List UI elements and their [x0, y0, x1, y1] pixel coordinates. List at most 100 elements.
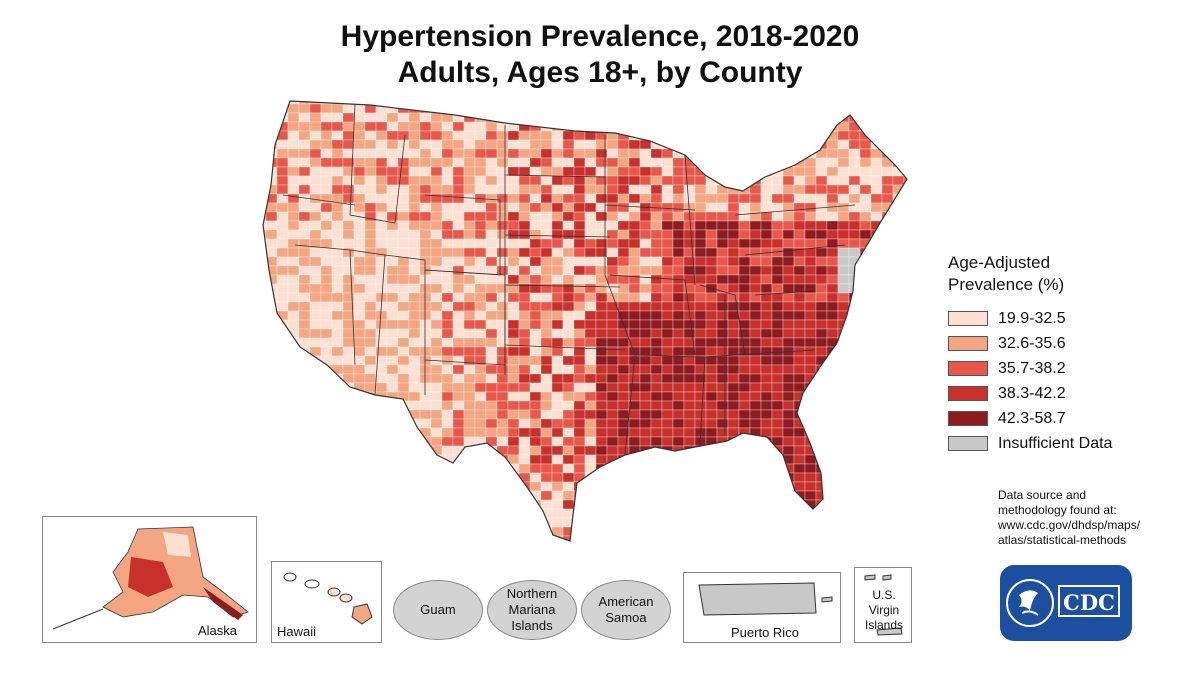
county-cell [518, 310, 531, 321]
county-cell [650, 400, 663, 411]
county-cell [639, 184, 652, 195]
county-cell [606, 490, 619, 501]
county-cell [430, 337, 443, 348]
county-cell [617, 157, 630, 168]
county-cell [804, 481, 817, 492]
county-cell [342, 364, 355, 375]
county-cell [463, 346, 476, 357]
county-cell [263, 121, 267, 132]
county-cell [562, 112, 575, 123]
county-cell [716, 157, 729, 168]
county-cell [562, 220, 575, 231]
county-cell [694, 310, 707, 321]
county-cell [265, 382, 278, 393]
county-cell [353, 508, 366, 519]
county-cell [650, 193, 663, 204]
county-cell [661, 148, 674, 159]
county-cell [562, 328, 575, 339]
county-cell [485, 256, 498, 267]
county-cell [353, 490, 366, 501]
county-cell [595, 427, 608, 438]
county-cell [265, 229, 278, 240]
county-cell [529, 517, 542, 528]
county-cell [320, 445, 333, 456]
county-cell [628, 319, 641, 330]
county-cell [584, 292, 597, 303]
county-cell [892, 121, 905, 132]
county-cell [496, 265, 509, 276]
county-cell [705, 373, 718, 384]
county-cell [892, 463, 905, 474]
county-cell [716, 202, 729, 213]
county-cell [595, 517, 608, 528]
county-cell [474, 463, 487, 474]
county-cell [760, 202, 773, 213]
county-cell [672, 427, 685, 438]
county-cell [551, 319, 564, 330]
county-cell [848, 463, 861, 474]
county-cell [837, 445, 850, 456]
county-cell [870, 499, 883, 510]
county-cell [430, 184, 443, 195]
county-cell [263, 472, 267, 483]
county-cell [540, 157, 553, 168]
county-cell [265, 328, 278, 339]
county-cell [320, 337, 333, 348]
county-cell [595, 310, 608, 321]
county-cell [408, 229, 421, 240]
county-cell [650, 229, 663, 240]
county-cell [507, 238, 520, 249]
county-cell [276, 157, 289, 168]
county-cell [837, 454, 850, 465]
county-cell [628, 139, 641, 150]
county-cell [496, 103, 509, 114]
county-cell [474, 400, 487, 411]
county-cell [463, 301, 476, 312]
county-cell [353, 202, 366, 213]
county-cell [639, 292, 652, 303]
county-cell [650, 355, 663, 366]
county-cell [430, 490, 443, 501]
county-cell [573, 508, 586, 519]
county-cell [584, 256, 597, 267]
county-cell [529, 346, 542, 357]
county-cell [441, 427, 454, 438]
county-cell [606, 382, 619, 393]
county-cell [892, 535, 905, 541]
county-cell [672, 292, 685, 303]
county-cell [430, 166, 443, 177]
county-cell [738, 166, 751, 177]
county-cell [452, 157, 465, 168]
county-cell [584, 265, 597, 276]
county-cell [375, 274, 388, 285]
county-cell [463, 121, 476, 132]
county-cell [474, 229, 487, 240]
county-cell [716, 112, 729, 123]
county-cell [386, 283, 399, 294]
county-cell [529, 364, 542, 375]
county-cell [518, 265, 531, 276]
county-cell [452, 238, 465, 249]
county-cell [859, 103, 872, 114]
county-cell [263, 139, 267, 150]
county-cell [573, 101, 586, 105]
county-cell [540, 130, 553, 141]
county-cell [287, 364, 300, 375]
county-cell [716, 301, 729, 312]
county-cell [584, 301, 597, 312]
county-cell [551, 292, 564, 303]
county-cell [452, 409, 465, 420]
county-cell [793, 148, 806, 159]
county-cell [606, 238, 619, 249]
county-cell [320, 220, 333, 231]
county-cell [474, 472, 487, 483]
county-cell [386, 409, 399, 420]
county-cell [595, 373, 608, 384]
county-cell [793, 166, 806, 177]
county-cell [342, 337, 355, 348]
county-cell [650, 292, 663, 303]
county-cell [364, 139, 377, 150]
county-cell [705, 256, 718, 267]
county-cell [837, 265, 850, 276]
county-cell [551, 427, 564, 438]
